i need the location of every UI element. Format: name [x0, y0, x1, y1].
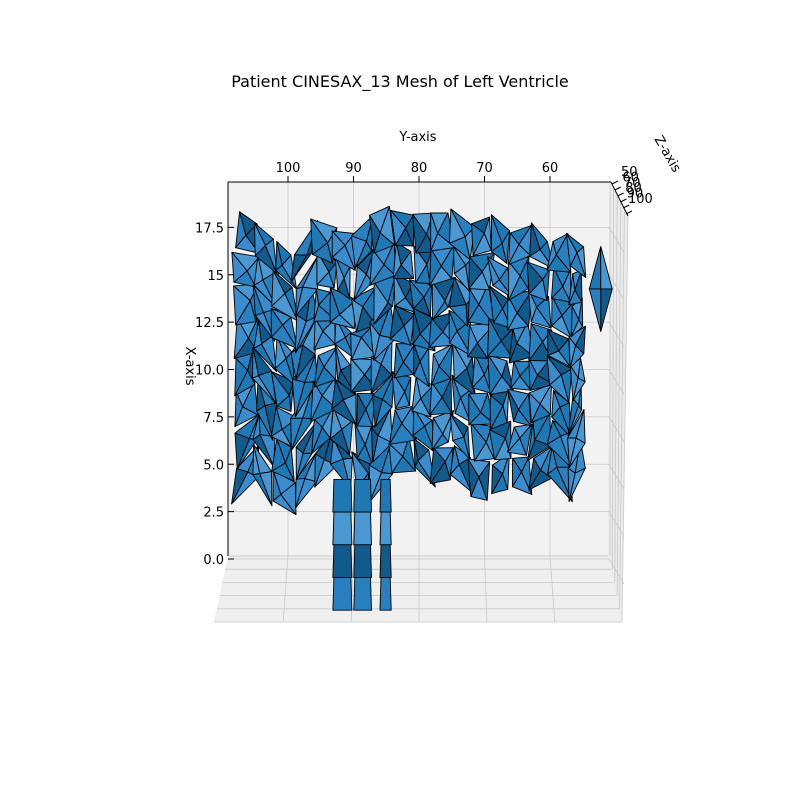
mesh-face: [354, 512, 372, 545]
y-tick-label: 90: [345, 161, 362, 176]
z-tick-label: 100: [628, 192, 653, 207]
x-tick-label: 17.5: [195, 221, 224, 236]
mesh-face: [380, 578, 391, 611]
x-tick-label: 10.0: [195, 364, 224, 379]
x-tick-label: 5.0: [203, 458, 224, 473]
x-tick-label: 12.5: [195, 316, 224, 331]
x-axis-label: X-axis: [182, 347, 197, 386]
y-tick-label: 70: [476, 161, 493, 176]
y-tick-label: 60: [542, 161, 559, 176]
mesh-face: [333, 479, 352, 512]
mesh-face: [333, 512, 352, 545]
floor-pane: [214, 556, 622, 622]
mesh-face: [354, 578, 372, 611]
mesh-face: [380, 512, 391, 545]
z-axis-label: Z-axis: [651, 133, 684, 175]
z-tick-mark: [626, 211, 632, 214]
chart-title: Patient CINESAX_13 Mesh of Left Ventricl…: [0, 72, 800, 91]
mesh-face: [354, 545, 372, 578]
y-tick-label: 80: [411, 161, 428, 176]
x-tick-label: 2.5: [203, 506, 224, 521]
x-tick-label: 7.5: [203, 411, 224, 426]
x-tick-label: 0.0: [203, 553, 224, 568]
mesh-face: [333, 578, 352, 611]
z-tick-mark: [612, 181, 618, 184]
mesh-face: [354, 479, 372, 512]
z-tick-mark: [615, 187, 621, 190]
y-tick-label: 100: [276, 161, 301, 176]
y-axis-label: Y-axis: [398, 130, 436, 145]
mesh-face: [380, 479, 391, 512]
z-tick-mark: [620, 199, 626, 202]
y-tick-labels: 100 90 80 70 60: [276, 161, 559, 182]
z-tick-mark: [618, 193, 624, 196]
x-tick-label: 15: [207, 269, 224, 284]
mesh-face: [333, 545, 352, 578]
mesh-face: [380, 545, 391, 578]
